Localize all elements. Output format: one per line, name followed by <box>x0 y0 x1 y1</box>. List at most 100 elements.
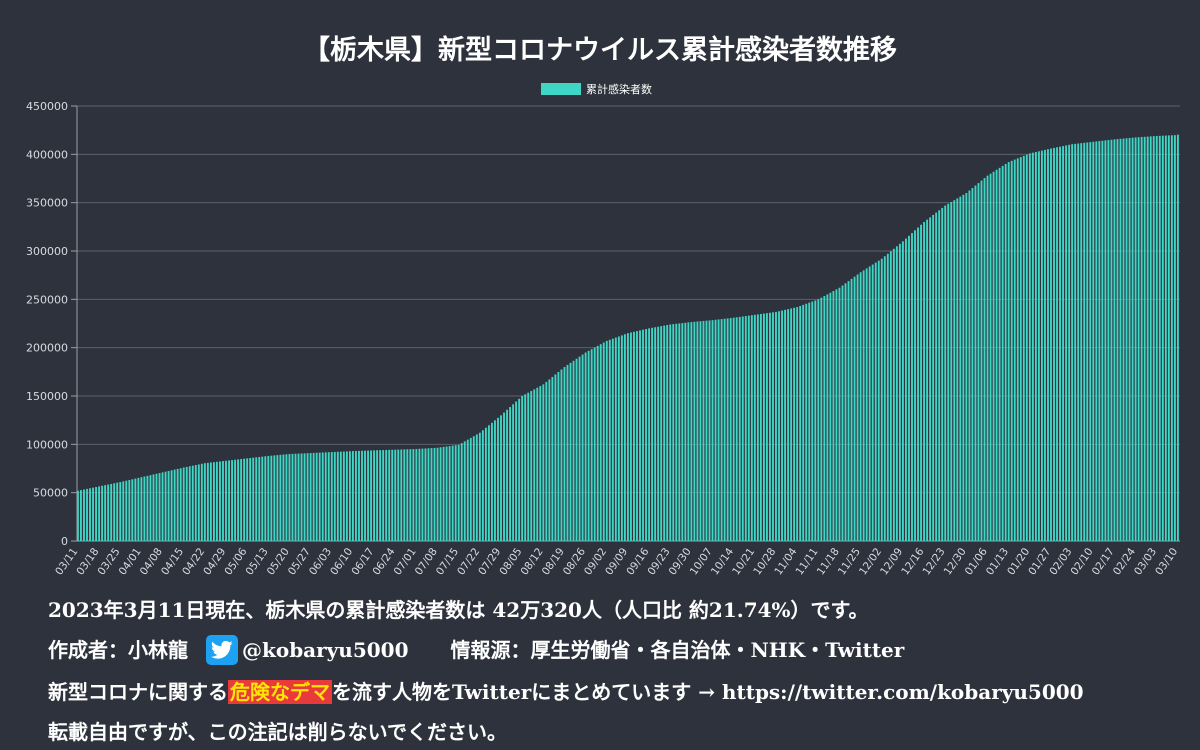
bar <box>684 322 687 541</box>
bar <box>596 345 599 541</box>
bar <box>1116 139 1119 541</box>
bar <box>1062 146 1065 542</box>
bar <box>512 404 515 541</box>
bar <box>829 292 832 541</box>
bar <box>155 473 158 541</box>
bar <box>581 354 584 541</box>
bar <box>288 454 291 541</box>
bar <box>778 311 780 541</box>
bar <box>563 367 566 541</box>
bar <box>231 460 233 541</box>
bar <box>983 178 986 541</box>
bar <box>448 446 451 541</box>
bar <box>1131 137 1134 541</box>
bar <box>787 309 790 541</box>
bar <box>385 449 388 541</box>
bar <box>80 490 82 541</box>
twitter-handle[interactable]: @kobaryu5000 <box>242 638 409 662</box>
bar <box>119 482 122 541</box>
bar <box>1022 155 1025 541</box>
bar <box>339 451 342 541</box>
bar <box>901 241 904 541</box>
bar <box>110 483 113 541</box>
bar <box>762 313 765 541</box>
bar <box>917 227 919 541</box>
bar <box>327 452 330 541</box>
bar <box>971 188 974 541</box>
bar <box>373 450 376 541</box>
bar <box>654 327 657 541</box>
bar <box>1077 143 1080 542</box>
bar <box>89 488 91 541</box>
bar <box>451 445 454 541</box>
bar <box>1098 141 1101 541</box>
bar <box>769 312 771 541</box>
bar <box>1086 142 1089 541</box>
bar <box>796 307 799 541</box>
bar <box>923 222 926 541</box>
bar <box>478 432 481 541</box>
bar <box>439 447 442 541</box>
twitter-bird-icon[interactable] <box>206 634 238 665</box>
bar <box>853 276 856 541</box>
bar <box>1089 142 1092 542</box>
bar <box>868 266 871 541</box>
y-tick-label: 350000 <box>26 197 68 210</box>
bar <box>753 314 756 541</box>
bar <box>1019 157 1022 541</box>
bar <box>799 305 802 541</box>
bar <box>965 193 968 541</box>
y-tick-label: 150000 <box>26 390 68 403</box>
bar <box>351 451 354 541</box>
bar <box>113 483 116 541</box>
bar <box>427 448 430 541</box>
bar <box>633 331 635 541</box>
bar <box>657 326 660 541</box>
bar <box>929 217 932 542</box>
bar <box>687 322 690 541</box>
bar <box>663 325 666 541</box>
bar <box>1068 144 1071 542</box>
bar <box>122 481 125 541</box>
bar <box>560 369 563 541</box>
bar <box>717 319 720 541</box>
y-tick-label: 400000 <box>26 148 68 161</box>
bar <box>744 316 747 541</box>
bar <box>711 320 714 541</box>
legend[interactable]: 累計感染者数 <box>541 82 652 96</box>
legend-swatch <box>541 83 581 95</box>
bar <box>1140 137 1143 541</box>
bar <box>747 315 750 541</box>
bar <box>515 401 518 541</box>
bar <box>98 486 101 541</box>
bar <box>926 219 929 541</box>
bar <box>454 445 457 541</box>
bar <box>705 320 708 541</box>
bar <box>950 201 953 542</box>
bar <box>197 464 200 541</box>
bar <box>935 212 938 542</box>
bar <box>212 462 215 541</box>
bar <box>539 386 542 541</box>
bar <box>889 251 892 541</box>
bar <box>1161 135 1164 541</box>
bar <box>793 307 796 541</box>
bar <box>681 323 684 541</box>
bar <box>149 475 152 541</box>
bar <box>370 450 372 541</box>
source-text: 情報源：厚生労働省・各自治体・NHK・Twitter <box>450 638 905 662</box>
bar <box>412 449 415 541</box>
bar <box>738 316 741 541</box>
bar <box>306 453 309 541</box>
bar <box>176 468 179 541</box>
bar <box>660 326 663 541</box>
bar <box>167 470 170 541</box>
notice-post[interactable]: を流す人物をTwitterにまとめています → https://twitter.… <box>332 680 1084 704</box>
bar <box>859 272 862 541</box>
bar <box>802 304 805 541</box>
bar <box>630 332 632 541</box>
bar <box>617 336 620 541</box>
bar <box>723 318 726 541</box>
bar <box>206 462 209 541</box>
bar <box>267 455 270 541</box>
